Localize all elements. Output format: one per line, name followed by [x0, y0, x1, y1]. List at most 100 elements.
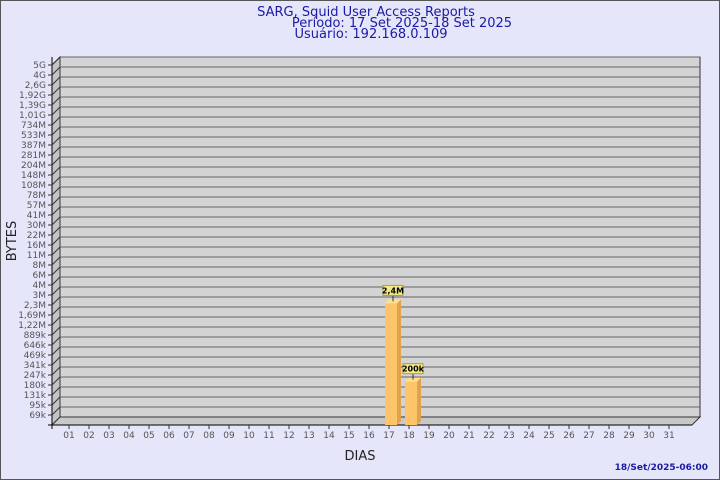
- y-tick-diagonal: [51, 396, 61, 406]
- y-tick-label: 30M: [27, 221, 46, 231]
- y-tick-diagonal: [51, 76, 61, 86]
- x-tick-label: 18: [403, 431, 415, 441]
- data-label-17: 2,4M: [382, 286, 404, 295]
- x-tick-label: 13: [303, 431, 314, 441]
- y-tick-label: 204M: [21, 161, 46, 171]
- x-tick-label: 16: [363, 431, 375, 441]
- y-tick-diagonal: [51, 186, 61, 196]
- y-tick-diagonal: [51, 196, 61, 206]
- y-tick-diagonal: [51, 266, 61, 276]
- y-tick-diagonal: [51, 386, 61, 396]
- y-tick-label: 78M: [27, 191, 46, 201]
- y-tick-label: 69k: [29, 411, 46, 421]
- y-tick-diagonal: [51, 246, 61, 256]
- x-tick-label: 05: [143, 431, 154, 441]
- y-tick-label: 341k: [24, 361, 47, 371]
- x-tick-label: 25: [543, 431, 554, 441]
- bar-side-18: [417, 377, 421, 425]
- y-tick-diagonal: [51, 206, 61, 216]
- y-tick-diagonal: [51, 356, 61, 366]
- y-tick-diagonal: [51, 176, 61, 186]
- x-tick-label: 01: [63, 431, 74, 441]
- y-tick-diagonal: [51, 336, 61, 346]
- y-tick-diagonal: [51, 366, 61, 376]
- data-label-18: 200k: [402, 365, 425, 374]
- y-tick-label: 11M: [27, 251, 46, 261]
- y-tick-label: 281M: [21, 151, 46, 161]
- y-tick-diagonal: [51, 216, 61, 226]
- y-tick-label: 889k: [24, 331, 47, 341]
- y-tick-diagonal: [51, 306, 61, 316]
- y-tick-label: 387M: [21, 141, 46, 151]
- y-tick-diagonal: [51, 286, 61, 296]
- y-tick-label: 16M: [27, 241, 46, 251]
- y-tick-diagonal: [51, 86, 61, 96]
- x-axis-label: DIAS: [345, 449, 376, 464]
- x-tick-label: 19: [423, 431, 435, 441]
- y-tick-diagonal: [51, 156, 61, 166]
- x-tick-label: 14: [323, 431, 335, 441]
- y-tick-diagonal: [51, 346, 61, 356]
- data-label-box: [382, 284, 404, 296]
- x-tick-label: 26: [563, 431, 575, 441]
- y-tick-label: 2,3M: [24, 301, 46, 311]
- y-tick-label: 131k: [24, 391, 47, 401]
- y-tick-label: 108M: [21, 181, 46, 191]
- x-tick-label: 12: [283, 431, 294, 441]
- y-tick-label: 3M: [33, 291, 47, 301]
- y-tick-diagonal: [51, 146, 61, 156]
- x-tick-label: 11: [263, 431, 274, 441]
- y-tick-label: 1,69M: [18, 311, 46, 321]
- footer-timestamp: 18/Set/2025-06:00: [615, 463, 708, 473]
- y-tick-label: 734M: [21, 121, 46, 131]
- floor: [50, 416, 702, 426]
- x-tick-label: 09: [223, 431, 235, 441]
- x-tick-label: 17: [383, 431, 394, 441]
- x-tick-label: 03: [103, 431, 114, 441]
- x-tick-label: 28: [603, 431, 615, 441]
- y-tick-diagonal: [51, 116, 61, 126]
- chart-period: Período: 17 Set 2025-18 Set 2025: [292, 16, 512, 31]
- y-tick-label: 1,39G: [19, 101, 46, 111]
- y-tick-diagonal: [51, 106, 61, 116]
- x-tick-label: 04: [123, 431, 135, 441]
- y-tick-diagonal: [51, 236, 61, 246]
- x-tick-label: 20: [443, 431, 455, 441]
- y-tick-diagonal: [51, 296, 61, 306]
- y-tick-diagonal: [51, 136, 61, 146]
- y-tick-diagonal: [51, 376, 61, 386]
- x-tick-label: 08: [203, 431, 215, 441]
- y-axis-label: BYTES: [5, 221, 20, 262]
- y-tick-diagonal: [51, 276, 61, 286]
- y-tick-label: 57M: [27, 201, 46, 211]
- y-tick-diagonal: [51, 56, 61, 66]
- y-tick-label: 180k: [24, 381, 47, 391]
- y-tick-diagonal: [51, 226, 61, 236]
- x-tick-label: 24: [523, 431, 535, 441]
- y-tick-label: 41M: [27, 211, 46, 221]
- y-tick-label: 1,92G: [19, 91, 46, 101]
- y-tick-label: 148M: [21, 171, 46, 181]
- x-tick-label: 23: [503, 431, 514, 441]
- y-tick-label: 533M: [21, 131, 46, 141]
- x-tick-label: 29: [623, 431, 635, 441]
- y-tick-label: 6M: [33, 271, 47, 281]
- y-tick-label: 247k: [24, 371, 47, 381]
- y-tick-label: 22M: [27, 231, 46, 241]
- y-tick-diagonal: [51, 66, 61, 76]
- y-tick-diagonal: [51, 126, 61, 136]
- x-tick-label: 31: [663, 431, 674, 441]
- y-tick-label: 1,01G: [19, 111, 46, 121]
- y-tick-label: 4G: [33, 71, 46, 81]
- y-tick-label: 2,6G: [25, 81, 46, 91]
- y-tick-label: 1,22M: [18, 321, 46, 331]
- x-tick-label: 07: [183, 431, 194, 441]
- x-tick-label: 30: [643, 431, 655, 441]
- data-label-box: [402, 363, 424, 375]
- chart-title: SARG, Squid User Access Reports: [257, 5, 475, 20]
- bar-front-17: [385, 303, 397, 425]
- y-tick-label: 5G: [33, 61, 46, 71]
- y-tick-label: 8M: [33, 261, 47, 271]
- y-tick-label: 95k: [29, 401, 46, 411]
